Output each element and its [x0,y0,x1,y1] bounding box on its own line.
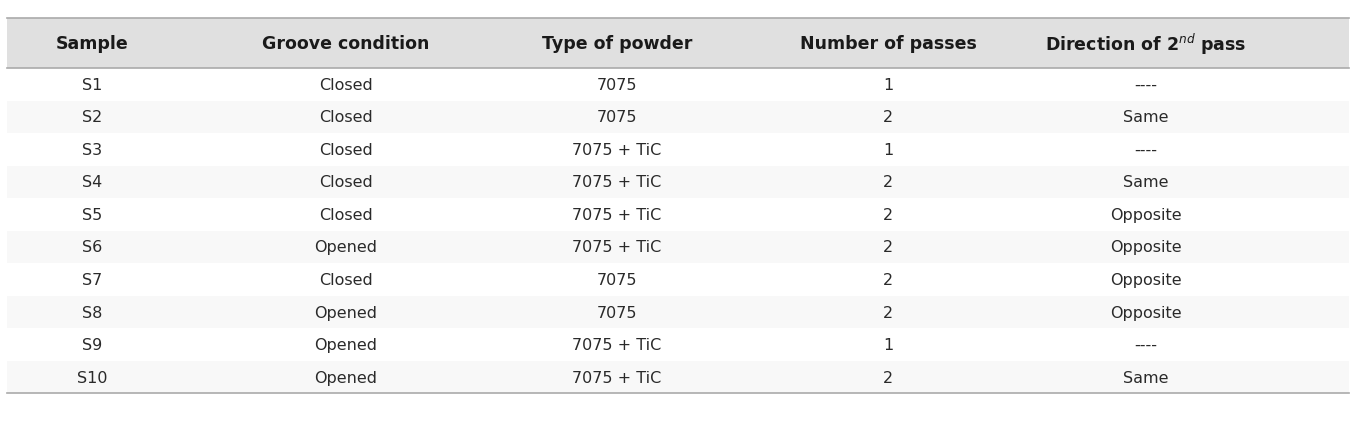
Bar [7,134,1349,166]
Text: Same: Same [1123,110,1169,125]
Text: Number of passes: Number of passes [800,35,976,53]
Text: Closed: Closed [319,272,373,287]
Text: 7075 + TiC: 7075 + TiC [572,240,662,255]
Text: 1: 1 [883,77,894,92]
Text: Opened: Opened [315,305,377,320]
Text: ----: ---- [1135,142,1157,157]
Text: Opened: Opened [315,240,377,255]
Text: 7075: 7075 [597,110,637,125]
Text: 7075: 7075 [597,305,637,320]
Text: 2: 2 [883,370,894,385]
Text: ----: ---- [1135,77,1157,92]
Text: Opened: Opened [315,337,377,352]
Text: ----: ---- [1135,337,1157,352]
Text: Groove condition: Groove condition [262,35,430,53]
Bar [7,231,1349,264]
Text: 7075 + TiC: 7075 + TiC [572,370,662,385]
Text: 2: 2 [883,305,894,320]
Text: 2: 2 [883,272,894,287]
Bar [7,264,1349,296]
Text: 1: 1 [883,142,894,157]
Text: Closed: Closed [319,142,373,157]
Text: S3: S3 [83,142,102,157]
Text: 7075: 7075 [597,272,637,287]
Bar [7,361,1349,393]
Text: 7075 + TiC: 7075 + TiC [572,175,662,190]
Text: S4: S4 [83,175,102,190]
Text: 7075 + TiC: 7075 + TiC [572,142,662,157]
Bar [7,166,1349,199]
Text: Closed: Closed [319,207,373,222]
Text: 2: 2 [883,207,894,222]
Text: Type of powder: Type of powder [542,35,692,53]
Text: S2: S2 [83,110,102,125]
Text: Opposite: Opposite [1111,207,1181,222]
Text: Opposite: Opposite [1111,305,1181,320]
Text: Closed: Closed [319,110,373,125]
Text: Sample: Sample [56,35,129,53]
Text: 7075 + TiC: 7075 + TiC [572,337,662,352]
Text: Closed: Closed [319,77,373,92]
Text: 2: 2 [883,110,894,125]
Text: Same: Same [1123,370,1169,385]
Text: S8: S8 [81,305,103,320]
Text: Opposite: Opposite [1111,272,1181,287]
Text: S10: S10 [77,370,107,385]
Text: Direction of 2$^{nd}$ pass: Direction of 2$^{nd}$ pass [1045,31,1246,57]
Bar [7,199,1349,231]
Bar [7,101,1349,134]
Text: Closed: Closed [319,175,373,190]
Text: S9: S9 [83,337,102,352]
Text: Opened: Opened [315,370,377,385]
Text: S5: S5 [83,207,102,222]
Text: 2: 2 [883,240,894,255]
Text: S6: S6 [83,240,102,255]
Text: S7: S7 [83,272,102,287]
Text: 1: 1 [883,337,894,352]
Text: 7075 + TiC: 7075 + TiC [572,207,662,222]
Text: Same: Same [1123,175,1169,190]
Text: 7075: 7075 [597,77,637,92]
Bar [7,296,1349,329]
Text: Opposite: Opposite [1111,240,1181,255]
Bar [7,329,1349,361]
Bar [7,19,1349,69]
Text: S1: S1 [81,77,103,92]
Bar [7,69,1349,101]
Text: 2: 2 [883,175,894,190]
